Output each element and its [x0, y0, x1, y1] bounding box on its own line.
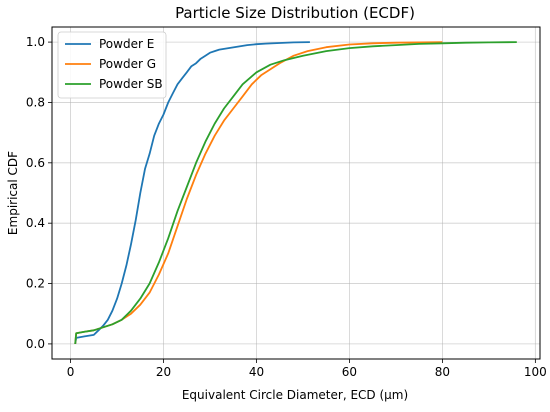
series-lines: [74, 41, 517, 345]
x-tick-label: 100: [524, 365, 547, 379]
y-axis-label: Empirical CDF: [6, 151, 20, 235]
x-tick-label: 40: [249, 365, 264, 379]
y-axis-ticks: 0.0 0.2 0.4 0.6 0.8 1.0: [26, 35, 52, 351]
legend: Powder E Powder G Powder SB: [57, 31, 167, 99]
y-tick-label: 0.0: [26, 337, 45, 351]
plot-frame: [51, 26, 541, 360]
x-axis-label: Equivalent Circle Diameter, ECD (µm): [182, 388, 408, 402]
series-line-1: [74, 41, 310, 345]
y-tick-label: 0.2: [26, 277, 45, 291]
series-line-3: [74, 41, 517, 344]
legend-label: Powder E: [99, 37, 154, 51]
y-tick-label: 0.8: [26, 95, 45, 109]
y-tick-label: 0.6: [26, 156, 45, 170]
y-tick-label: 1.0: [26, 35, 45, 49]
y-tick-label: 0.4: [26, 216, 45, 230]
x-tick-label: 20: [156, 365, 171, 379]
x-tick-label: 60: [342, 365, 357, 379]
chart-title: Particle Size Distribution (ECDF): [175, 4, 415, 22]
legend-label: Powder G: [99, 57, 156, 71]
legend-box: [57, 31, 167, 99]
x-axis-ticks: 0 20 40 60 80 100: [67, 359, 547, 379]
x-tick-label: 80: [435, 365, 450, 379]
x-tick-label: 0: [67, 365, 75, 379]
legend-label: Powder SB: [99, 77, 163, 91]
